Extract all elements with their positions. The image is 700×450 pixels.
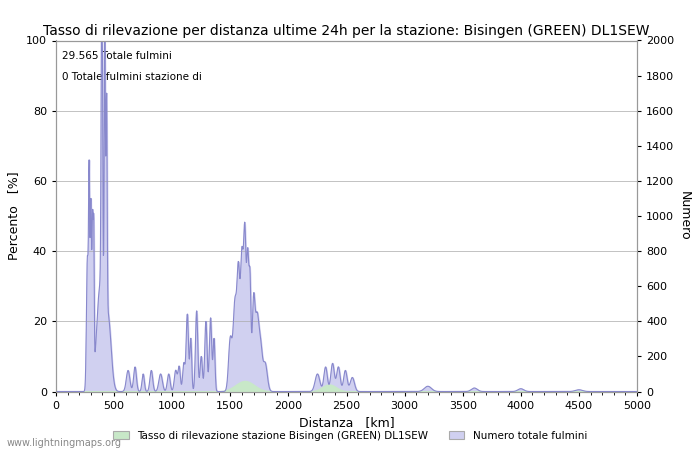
X-axis label: Distanza   [km]: Distanza [km]: [299, 416, 394, 429]
Text: www.lightningmaps.org: www.lightningmaps.org: [7, 438, 122, 448]
Y-axis label: Percento   [%]: Percento [%]: [8, 172, 20, 260]
Text: 0 Totale fulmini stazione di: 0 Totale fulmini stazione di: [62, 72, 202, 82]
Legend: Tasso di rilevazione stazione Bisingen (GREEN) DL1SEW, Numero totale fulmini: Tasso di rilevazione stazione Bisingen (…: [108, 427, 592, 445]
Y-axis label: Numero: Numero: [678, 191, 691, 241]
Text: 29.565 Totale fulmini: 29.565 Totale fulmini: [62, 51, 172, 61]
Title: Tasso di rilevazione per distanza ultime 24h per la stazione: Bisingen (GREEN) D: Tasso di rilevazione per distanza ultime…: [43, 24, 650, 38]
